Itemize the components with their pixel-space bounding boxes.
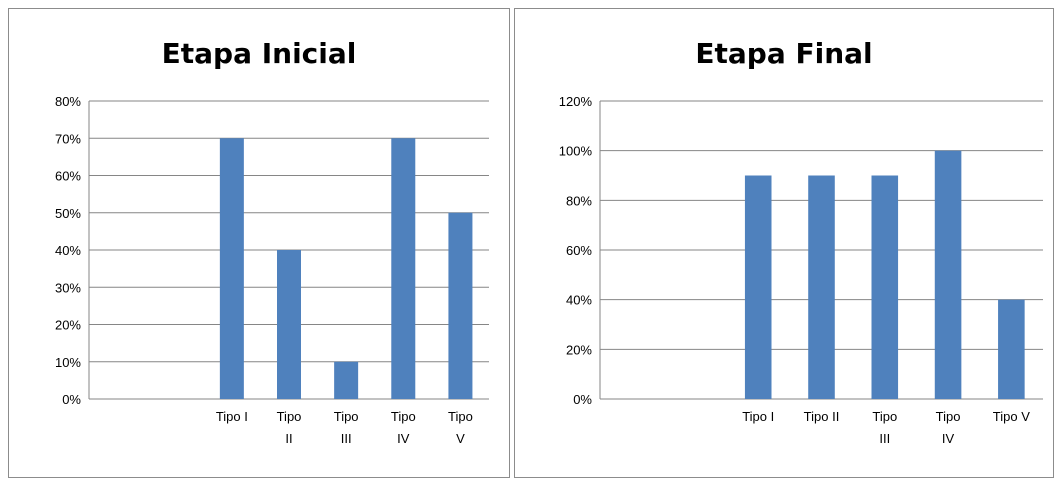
chart-title: Etapa Inicial [161, 37, 357, 70]
y-tick-label: 80% [566, 193, 592, 208]
y-tick-label: 10% [55, 355, 81, 370]
y-tick-label: 0% [573, 392, 592, 407]
bar [391, 138, 416, 399]
x-tick-label: Tipo IV [391, 409, 416, 446]
y-tick-label: 40% [55, 243, 81, 258]
y-tick-label: 70% [55, 131, 81, 146]
bar [744, 175, 772, 399]
bar [219, 138, 244, 399]
chart-title: Etapa Final [695, 37, 873, 70]
bar [448, 212, 473, 399]
x-tick-label: Tipo V [993, 409, 1030, 424]
x-tick-label: Tipo IV [936, 409, 961, 446]
y-tick-label: 60% [566, 243, 592, 258]
x-tick-label: Tipo II [277, 409, 302, 446]
bar [998, 299, 1025, 399]
x-tick-label: Tipo I [742, 409, 774, 424]
bar [871, 175, 899, 399]
y-tick-label: 30% [55, 280, 81, 295]
chart-panel-inicial: Etapa Inicial 0% 10% 20% 30% 40% 50% 60% 70% 80%… [8, 8, 510, 478]
y-tick-label: 20% [566, 342, 592, 357]
y-tick-label: 40% [566, 293, 592, 308]
bar [808, 175, 835, 399]
x-tick-label: Tipo I [216, 409, 248, 424]
bar [934, 150, 962, 399]
y-tick-label: 50% [55, 206, 81, 221]
y-tick-label: 100% [559, 144, 593, 159]
y-tick-label: 20% [55, 318, 81, 333]
x-tick-label: Tipo V [448, 409, 473, 446]
chart-panel-final: Etapa Final 0% 20% 40% 60% 80% 100% 120% Tipo I… [514, 8, 1054, 478]
bar-chart-inicial: 0% 10% 20% 30% 40% 50% 60% 70% 80% Tipo I Tipo II Ti… [55, 94, 489, 446]
x-tick-label: Tipo II [804, 409, 840, 424]
x-tick-label: Tipo III [334, 409, 359, 446]
y-tick-label: 120% [559, 94, 593, 109]
y-tick-label: 60% [55, 169, 81, 184]
y-tick-label: 80% [55, 94, 81, 109]
bar-chart-final: 0% 20% 40% 60% 80% 100% 120% Tipo I Tipo II Tipo I… [559, 94, 1043, 446]
x-tick-label: Tipo III [872, 409, 897, 446]
y-tick-label: 0% [62, 392, 81, 407]
bar [277, 250, 301, 399]
bar [334, 361, 359, 399]
